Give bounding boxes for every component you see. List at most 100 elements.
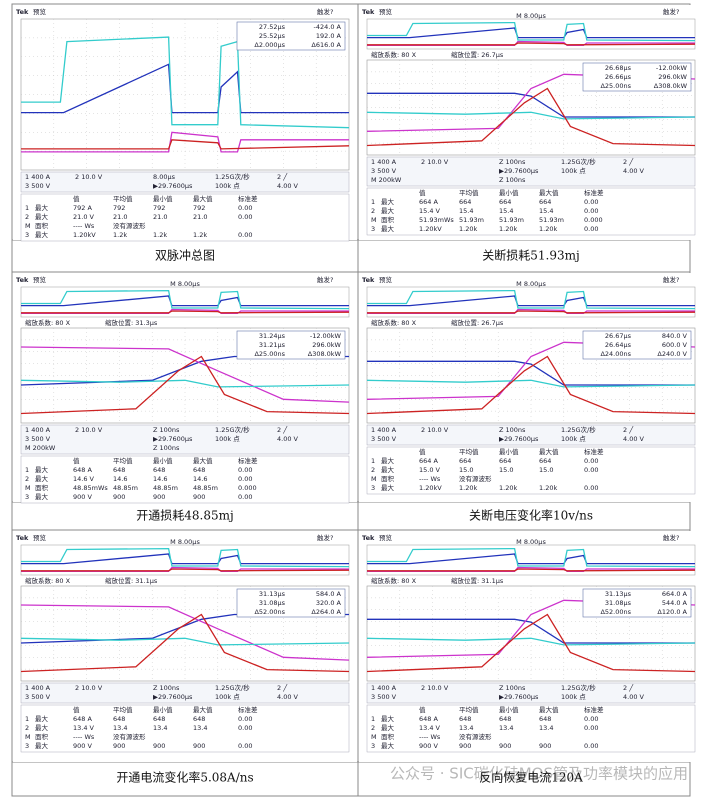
stats-cell: 最大 xyxy=(35,492,49,501)
stats-cell: 3 xyxy=(25,231,29,239)
timebase-readout: 1.25G次/秒 xyxy=(561,157,596,166)
cursor-box xyxy=(582,330,692,360)
timebase-readout: ▶29.7600μs xyxy=(499,167,539,175)
current-trace xyxy=(367,92,695,118)
stats-cell: 2 xyxy=(371,466,375,474)
zoom-label: 缩放位置: 26.7μs xyxy=(451,50,504,59)
timebase-readout: 4.00 V xyxy=(277,693,299,701)
timebase-readout: 2 ╱ xyxy=(277,172,288,181)
stats-cell: 1 xyxy=(371,457,375,465)
stats-header: 平均值 xyxy=(113,456,133,465)
stats-cell: 15.4 xyxy=(459,207,473,215)
stats-header: 最小值 xyxy=(153,456,173,465)
cursor-readout: 192.0 A xyxy=(316,32,342,40)
stats-cell: 没有源波形 xyxy=(459,474,492,483)
brand: Tek xyxy=(362,8,375,16)
timebase-readout: 2 ╱ xyxy=(623,683,634,692)
trigger: 触发? xyxy=(317,7,333,16)
cursor-readout: 320.0 A xyxy=(316,599,342,607)
stats-cell: 15.0 xyxy=(499,466,513,474)
stats-cell: 48.85m xyxy=(153,484,178,492)
readout-bg xyxy=(20,682,350,704)
voltage-trace xyxy=(21,131,349,153)
timebase-readout: Z 100ns xyxy=(499,684,526,692)
timebase: M 8.00μs xyxy=(170,280,200,288)
stats-header: 标准差 xyxy=(584,188,604,197)
stats-cell: 48.85m xyxy=(113,484,138,492)
caption: 开通电流变化率5.08A/ns xyxy=(116,770,253,785)
gate-trace xyxy=(21,289,350,310)
timebase-readout: 100k 点 xyxy=(215,182,240,190)
stats-cell: 面积 xyxy=(381,215,395,224)
timebase-readout: 1.25G次/秒 xyxy=(215,683,250,692)
readout-bg xyxy=(366,682,696,704)
stats-cell: 13.4 xyxy=(539,724,553,732)
stats-cell: 664 xyxy=(499,198,511,206)
stats-cell: 0.00 xyxy=(238,204,252,212)
stats-cell: 13.4 xyxy=(153,724,167,732)
stats-header: 最大值 xyxy=(539,188,559,197)
power-trace xyxy=(366,87,696,147)
channel-scale: 2 10.0 V xyxy=(421,158,449,166)
cursor-readout: Δ25.00ns xyxy=(600,82,631,90)
stats-cell: 1.20kV xyxy=(419,484,442,492)
channel-scale: 3 500 V xyxy=(371,435,397,443)
stats-header: 最大值 xyxy=(539,705,559,714)
stats-cell: ---- Ws xyxy=(73,222,95,230)
timebase-readout: 100k 点 xyxy=(561,167,586,175)
stats-cell: 900 xyxy=(539,742,551,750)
stats-cell: 0.00 xyxy=(238,466,252,474)
stats-cell: 900 xyxy=(153,493,165,501)
stats-cell: 900 V xyxy=(419,742,438,750)
cursor-box xyxy=(582,588,692,618)
timebase-readout: Z 100ns xyxy=(499,426,526,434)
stats-cell: M xyxy=(25,484,31,492)
stats-cell: 0.00 xyxy=(584,724,598,732)
readout-bg xyxy=(366,424,696,446)
cursor-readout: 296.0kW xyxy=(658,73,687,81)
stats-cell: 0.00 xyxy=(238,231,252,239)
stats-cell: 2 xyxy=(371,207,375,215)
gate-trace xyxy=(21,36,350,129)
stats-header: 标准差 xyxy=(238,194,258,203)
cursor-box xyxy=(236,588,346,618)
stats-cell: 13.4 xyxy=(459,724,473,732)
stats-header: 值 xyxy=(419,705,426,714)
power-trace xyxy=(21,568,350,572)
stats-cell: 21.0 xyxy=(113,213,127,221)
stats-header: 平均值 xyxy=(459,705,479,714)
gate-trace xyxy=(366,379,696,388)
cursor-readout: Δ308.0kW xyxy=(654,82,688,90)
stats-cell: 900 xyxy=(193,493,205,501)
zoom-label: 缩放系数: 80 X xyxy=(371,576,417,585)
cursor-box xyxy=(236,330,346,360)
stats-bg xyxy=(366,187,696,236)
stats-cell: 13.4 V xyxy=(73,724,95,732)
timebase-readout: 100k 点 xyxy=(561,693,586,701)
trigger: 触发? xyxy=(317,533,333,542)
channel-scale: 2 10.0 V xyxy=(75,684,103,692)
power-trace xyxy=(21,310,350,314)
stats-cell: 0.00 xyxy=(584,742,598,750)
stats-header: 最大值 xyxy=(193,194,213,203)
caption: 关断损耗51.93mj xyxy=(482,248,579,263)
stats-cell: 664 xyxy=(459,457,471,465)
trigger: 触发? xyxy=(663,533,679,542)
stats-header: 值 xyxy=(419,188,426,197)
stats-cell: 1.2k xyxy=(153,231,167,239)
stats-cell: 没有源波形 xyxy=(113,221,146,230)
stats-cell: 面积 xyxy=(35,221,49,230)
stats-cell: 648 A xyxy=(73,466,92,474)
voltage-trace xyxy=(20,346,350,403)
timebase-readout: 2 ╱ xyxy=(277,683,288,692)
zoom-label: 缩放位置: 26.7μs xyxy=(451,318,504,327)
stats-cell: 最大 xyxy=(381,483,395,492)
readout-bg xyxy=(20,171,350,193)
stats-cell: 2 xyxy=(25,475,29,483)
cursor-readout: 31.13μs xyxy=(259,590,286,598)
timebase-readout: Z 100ns xyxy=(153,444,180,452)
cursor-readout: -12.00kW xyxy=(656,64,688,72)
stats-cell: 15.4 xyxy=(499,207,513,215)
